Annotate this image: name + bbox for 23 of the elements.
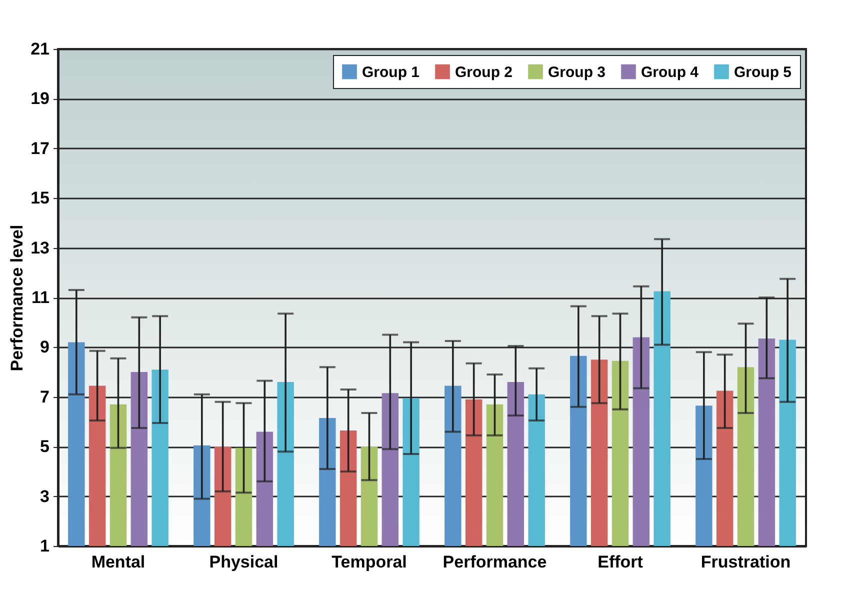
x-tick-label: Effort <box>598 552 644 572</box>
y-tick-label: 9 <box>40 338 50 357</box>
y-tick-label: 5 <box>40 437 50 456</box>
x-tick-label: Frustration <box>700 552 791 572</box>
legend-label: Group 3 <box>548 64 606 81</box>
y-tick-label: 19 <box>30 89 50 108</box>
x-tick-label: Temporal <box>332 552 407 572</box>
x-tick-label: Physical <box>209 552 278 572</box>
y-tick-label: 17 <box>30 138 50 158</box>
y-tick-label: 11 <box>32 288 50 307</box>
legend-label: Group 2 <box>455 64 513 81</box>
y-tick-label: 15 <box>30 188 50 208</box>
legend-label: Group 4 <box>641 64 700 81</box>
y-tick-label: 3 <box>40 486 50 506</box>
x-tick-label: Mental <box>91 552 146 572</box>
legend-label: Group 1 <box>362 64 420 81</box>
y-axis-title: Performance level <box>8 224 27 372</box>
y-tick-label: 7 <box>40 387 50 406</box>
y-tick-label: 13 <box>30 238 50 258</box>
x-tick-label: Performance <box>442 552 547 572</box>
y-tick-label: 21 <box>30 40 50 58</box>
legend-label: Group 5 <box>734 64 792 81</box>
y-tick-label: 1 <box>40 536 50 556</box>
